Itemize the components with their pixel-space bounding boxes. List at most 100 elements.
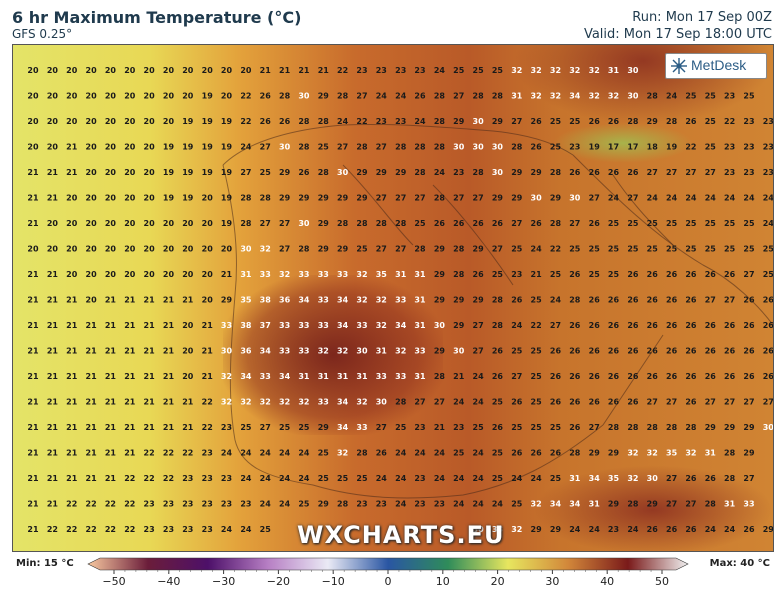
grid-value: 21: [453, 372, 465, 381]
grid-value: 20: [47, 219, 59, 228]
grid-value: 21: [66, 372, 78, 381]
grid-value: 20: [221, 92, 233, 101]
grid-value: 33: [318, 296, 329, 305]
grid-value: 23: [376, 66, 387, 75]
grid-value: 28: [647, 92, 659, 101]
grid-value: 23: [763, 143, 773, 152]
legend-max-label: Max: 40 °C: [709, 558, 770, 569]
grid-value: 28: [608, 423, 620, 432]
grid-value: 25: [511, 347, 523, 356]
grid-value: 21: [144, 347, 156, 356]
grid-value: 20: [105, 168, 117, 177]
grid-value: 32: [298, 398, 309, 407]
grid-value: 28: [473, 168, 485, 177]
grid-value: 33: [376, 372, 387, 381]
grid-value: 23: [414, 474, 425, 483]
grid-value: 24: [705, 194, 717, 203]
grid-value: 25: [608, 219, 620, 228]
grid-value: 21: [105, 372, 117, 381]
grid-value: 21: [47, 347, 59, 356]
grid-value: 27: [705, 296, 716, 305]
grid-value: 21: [27, 194, 39, 203]
grid-value: 25: [550, 143, 562, 152]
grid-value: 29: [434, 347, 446, 356]
grid-value: 22: [202, 423, 213, 432]
grid-value: 28: [647, 423, 659, 432]
grid-value: 26: [589, 321, 601, 330]
grid-value: 30: [627, 92, 639, 101]
grid-value: 28: [279, 92, 291, 101]
grid-value: 26: [569, 372, 581, 381]
grid-value: 19: [182, 143, 194, 152]
grid-value: 30: [473, 117, 485, 126]
grid-value: 33: [356, 321, 367, 330]
grid-value: 27: [627, 194, 638, 203]
grid-value: 21: [105, 449, 117, 458]
grid-value: 21: [105, 347, 117, 356]
grid-value: 27: [589, 194, 600, 203]
grid-value: 27: [763, 398, 773, 407]
grid-value: 23: [163, 525, 174, 534]
grid-value: 24: [473, 372, 485, 381]
grid-value: 27: [337, 143, 348, 152]
grid-value: 21: [27, 168, 39, 177]
grid-value: 25: [260, 168, 272, 177]
grid-value: 20: [105, 66, 117, 75]
grid-value: 26: [685, 398, 697, 407]
grid-value: 22: [66, 525, 77, 534]
grid-value: 28: [666, 423, 678, 432]
grid-value: 25: [569, 245, 581, 254]
grid-value: 23: [356, 500, 367, 509]
grid-value: 26: [685, 474, 697, 483]
grid-value: 28: [240, 219, 252, 228]
grid-value: 33: [260, 372, 271, 381]
grid-value: 27: [395, 245, 406, 254]
grid-value: 28: [337, 500, 349, 509]
grid-value: 26: [531, 219, 543, 228]
grid-value: 24: [608, 194, 620, 203]
grid-value: 23: [743, 143, 754, 152]
grid-value: 27: [279, 245, 290, 254]
wxcharts-watermark: WXCHARTS.EU: [297, 521, 505, 549]
grid-value: 26: [511, 449, 523, 458]
grid-value: 28: [724, 449, 736, 458]
grid-value: 29: [608, 449, 620, 458]
grid-value: 28: [337, 219, 349, 228]
grid-value: 26: [705, 474, 717, 483]
grid-value: 29: [531, 525, 543, 534]
grid-value: 34: [337, 296, 349, 305]
grid-value: 29: [511, 168, 523, 177]
grid-value: 28: [627, 500, 639, 509]
legend-gradient: [87, 557, 689, 571]
grid-value: 27: [724, 398, 735, 407]
grid-value: 28: [434, 194, 446, 203]
grid-value: 20: [66, 92, 78, 101]
grid-value: 26: [743, 525, 755, 534]
grid-value: 29: [279, 168, 291, 177]
grid-value: 30: [492, 143, 504, 152]
grid-value: 24: [395, 92, 407, 101]
grid-value: 34: [569, 92, 581, 101]
grid-value: 24: [531, 474, 543, 483]
grid-value: 26: [608, 347, 620, 356]
grid-value: 29: [298, 194, 310, 203]
grid-value: 20: [86, 117, 98, 126]
grid-value: 20: [144, 219, 156, 228]
grid-value: 24: [453, 500, 465, 509]
grid-value: 29: [337, 245, 349, 254]
grid-value: 20: [66, 270, 78, 279]
grid-value: 29: [473, 245, 485, 254]
grid-value: 21: [202, 347, 214, 356]
grid-value: 33: [221, 321, 232, 330]
grid-value: 32: [511, 525, 522, 534]
grid-value: 23: [221, 423, 232, 432]
grid-value: 20: [86, 168, 98, 177]
grid-value: 20: [240, 66, 252, 75]
grid-value: 25: [685, 245, 697, 254]
run-time: Run: Mon 17 Sep 00Z: [632, 10, 772, 25]
grid-value: 27: [473, 347, 484, 356]
grid-value: 32: [531, 500, 542, 509]
grid-value: 27: [376, 194, 387, 203]
grid-value: 26: [531, 117, 543, 126]
grid-value: 26: [705, 347, 717, 356]
